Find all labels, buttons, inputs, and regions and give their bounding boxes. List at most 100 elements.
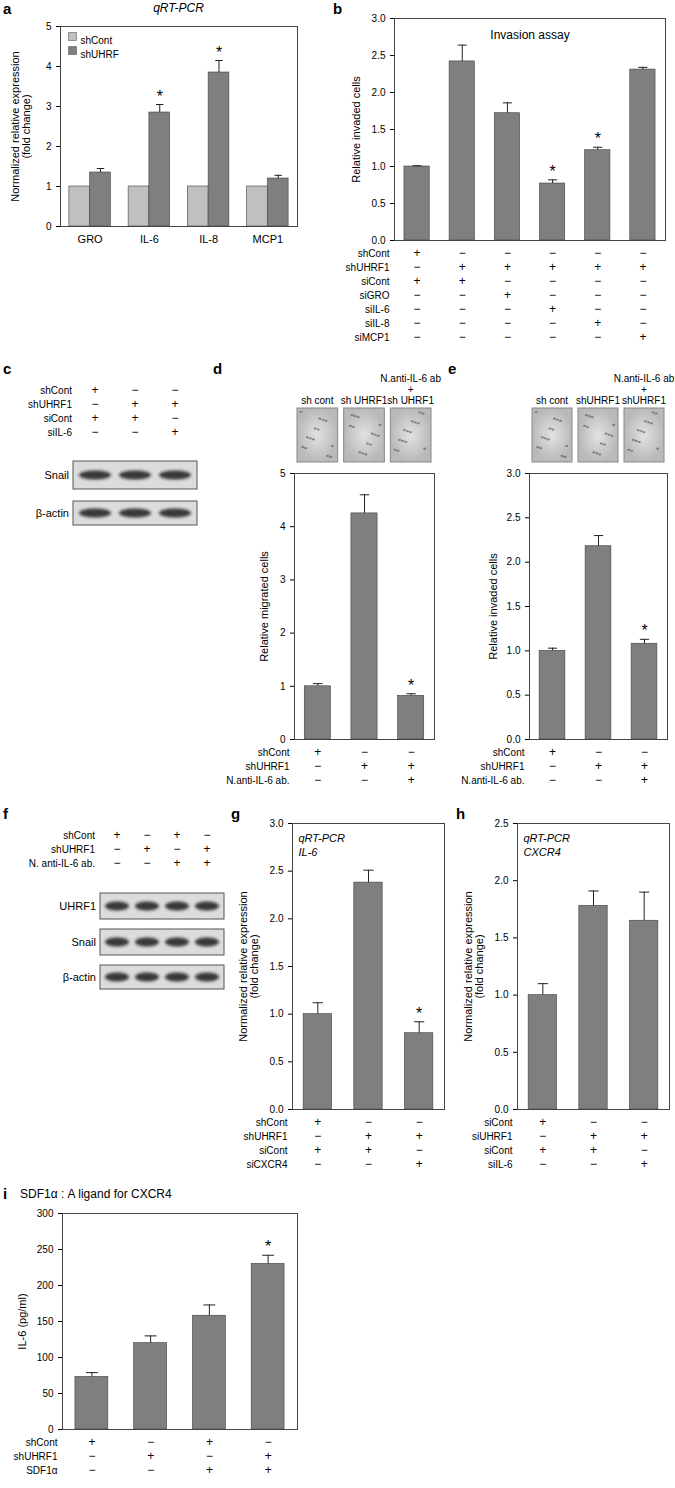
svg-text:shCont: shCont xyxy=(493,747,525,758)
svg-text:*: * xyxy=(216,44,222,61)
svg-text:+: + xyxy=(641,384,647,395)
svg-text:siMCP1: siMCP1 xyxy=(354,332,389,343)
svg-text:+: + xyxy=(265,1463,272,1477)
svg-text:N.anti-IL-6 ab: N.anti-IL-6 ab xyxy=(380,373,441,384)
svg-text:siIL-6: siIL-6 xyxy=(365,304,390,315)
svg-text:−: − xyxy=(594,246,601,260)
svg-text:Normalized relative expression: Normalized relative expression(fold chan… xyxy=(237,891,260,1041)
svg-text:+: + xyxy=(594,316,601,330)
svg-text:1.0: 1.0 xyxy=(507,645,521,656)
svg-text:Snail: Snail xyxy=(72,936,96,948)
svg-text:−: − xyxy=(365,1157,372,1171)
svg-text:shUHRF1: shUHRF1 xyxy=(481,761,525,772)
svg-text:+: + xyxy=(365,1129,372,1143)
svg-text:−: − xyxy=(639,316,646,330)
svg-text:+: + xyxy=(641,773,648,787)
svg-text:−: − xyxy=(88,1463,95,1477)
svg-text:shCont: shCont xyxy=(258,747,290,758)
svg-text:1: 1 xyxy=(280,681,286,692)
svg-text:siIL-6: siIL-6 xyxy=(488,1159,513,1170)
svg-text:−: − xyxy=(147,1463,154,1477)
svg-text:+: + xyxy=(416,1129,423,1143)
svg-text:−: − xyxy=(459,302,466,316)
svg-text:shUHRF1: shUHRF1 xyxy=(14,1451,58,1462)
svg-text:+: + xyxy=(91,411,98,425)
svg-text:3: 3 xyxy=(280,574,286,585)
svg-text:−: − xyxy=(414,302,421,316)
svg-text:+: + xyxy=(173,856,180,870)
svg-text:−: − xyxy=(639,302,646,316)
svg-text:shUHRF: shUHRF xyxy=(81,49,119,60)
svg-text:250: 250 xyxy=(37,1244,54,1255)
svg-text:+: + xyxy=(203,842,210,856)
svg-text:+: + xyxy=(414,246,421,260)
svg-text:−: − xyxy=(314,1157,321,1171)
svg-text:−: − xyxy=(265,1435,272,1449)
svg-text:+: + xyxy=(639,260,646,274)
svg-text:4: 4 xyxy=(46,61,52,72)
svg-text:shCont: shCont xyxy=(26,1437,58,1448)
svg-text:+: + xyxy=(365,1143,372,1157)
svg-text:−: − xyxy=(91,397,98,411)
svg-text:Relative invaded cells: Relative invaded cells xyxy=(487,553,499,660)
svg-text:+: + xyxy=(88,1435,95,1449)
svg-text:−: − xyxy=(459,288,466,302)
svg-text:qRT-PCR: qRT-PCR xyxy=(299,832,346,844)
svg-text:2.5: 2.5 xyxy=(495,818,509,829)
svg-text:shUHRF1: shUHRF1 xyxy=(244,1131,288,1142)
svg-text:shUHRF1: shUHRF1 xyxy=(51,844,95,855)
svg-text:siCont: siCont xyxy=(484,1117,513,1128)
svg-text:siGRO: siGRO xyxy=(360,290,390,301)
svg-text:+: + xyxy=(91,383,98,397)
svg-text:3.0: 3.0 xyxy=(270,818,284,829)
svg-text:−: − xyxy=(641,1115,648,1129)
svg-text:−: − xyxy=(639,246,646,260)
svg-text:−: − xyxy=(147,1435,154,1449)
svg-text:−: − xyxy=(88,1449,95,1463)
svg-text:*: * xyxy=(641,622,647,639)
svg-text:+: + xyxy=(414,274,421,288)
svg-text:shCont: shCont xyxy=(40,385,72,396)
svg-text:−: − xyxy=(314,759,321,773)
svg-text:Normalized relative expression: Normalized relative expression(fold chan… xyxy=(9,51,32,201)
svg-text:+: + xyxy=(206,1463,213,1477)
svg-text:N. anti-IL-6 ab.: N. anti-IL-6 ab. xyxy=(29,858,95,869)
svg-text:siCont: siCont xyxy=(361,276,390,287)
svg-text:Snail: Snail xyxy=(45,469,69,481)
svg-text:+: + xyxy=(113,828,120,842)
svg-text:−: − xyxy=(171,383,178,397)
svg-text:1.5: 1.5 xyxy=(495,932,509,943)
svg-text:−: − xyxy=(131,425,138,439)
svg-text:−: − xyxy=(539,1129,546,1143)
svg-text:0.0: 0.0 xyxy=(270,1104,284,1115)
svg-text:*: * xyxy=(157,88,163,105)
svg-text:+: + xyxy=(641,1129,648,1143)
svg-text:1.0: 1.0 xyxy=(495,989,509,1000)
svg-text:5: 5 xyxy=(46,21,52,32)
svg-text:GRO: GRO xyxy=(78,233,104,245)
svg-text:200: 200 xyxy=(37,1280,54,1291)
svg-text:siIL-8: siIL-8 xyxy=(365,318,390,329)
svg-text:0: 0 xyxy=(46,221,52,232)
svg-text:0.5: 0.5 xyxy=(270,1056,284,1067)
svg-text:50: 50 xyxy=(42,1388,54,1399)
svg-text:+: + xyxy=(504,288,511,302)
svg-text:+: + xyxy=(539,1143,546,1157)
svg-text:*: * xyxy=(595,130,601,147)
svg-text:−: − xyxy=(459,246,466,260)
svg-text:qRT-PCR: qRT-PCR xyxy=(524,832,571,844)
svg-text:siCXCR4: siCXCR4 xyxy=(246,1159,288,1170)
svg-text:−: − xyxy=(549,246,556,260)
svg-text:+: + xyxy=(416,1157,423,1171)
svg-text:IL-6: IL-6 xyxy=(140,233,159,245)
svg-text:−: − xyxy=(504,246,511,260)
svg-text:sh cont: sh cont xyxy=(301,395,333,406)
svg-text:+: + xyxy=(131,411,138,425)
svg-text:1.0: 1.0 xyxy=(372,161,386,172)
svg-text:shCont: shCont xyxy=(81,35,113,46)
svg-text:−: − xyxy=(504,330,511,344)
svg-text:−: − xyxy=(594,274,601,288)
svg-text:−: − xyxy=(416,1143,423,1157)
svg-text:2.5: 2.5 xyxy=(507,512,521,523)
svg-text:1.5: 1.5 xyxy=(372,124,386,135)
